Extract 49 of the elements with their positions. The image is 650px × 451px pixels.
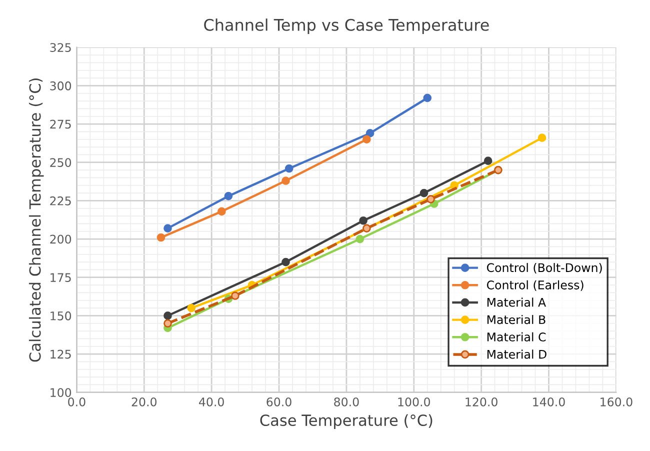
- point: [359, 216, 368, 225]
- x-tick-label: 80.0: [334, 397, 359, 406]
- legend-label: Control (Bolt-Down): [486, 262, 602, 274]
- point: [362, 224, 371, 232]
- point: [484, 156, 492, 165]
- x-tick-label: 60.0: [266, 397, 292, 406]
- legend-label: Control (Earless): [486, 280, 584, 291]
- point: [538, 134, 546, 142]
- y-tick-label: 250: [50, 158, 72, 168]
- y-tick-label: 325: [50, 43, 71, 52]
- x-tick-label: 20.0: [132, 397, 156, 406]
- point: [423, 94, 432, 102]
- y-tick-label: 200: [50, 234, 72, 244]
- point: [356, 234, 364, 244]
- point: [156, 233, 166, 242]
- point: [284, 164, 294, 173]
- x-tick-label: 160.0: [600, 397, 632, 406]
- x-axis-title: Case Temperature (°C): [260, 414, 432, 429]
- y-tick-label: 175: [50, 273, 71, 282]
- chart-title: Channel Temp vs Case Temperature: [204, 18, 489, 34]
- point: [362, 135, 371, 144]
- point: [164, 312, 172, 320]
- point: [426, 194, 435, 204]
- y-tick-label: 125: [50, 350, 71, 359]
- x-tick-label: 120.0: [466, 397, 498, 406]
- x-tick-label: 0.0: [68, 397, 86, 406]
- y-axis-title: Calculated Channel Temperature (°C): [28, 78, 44, 362]
- point: [282, 258, 290, 266]
- point: [224, 192, 233, 200]
- point: [218, 207, 226, 216]
- point: [282, 176, 290, 185]
- legend-label: Material A: [487, 298, 546, 307]
- x-tick-label: 140.0: [533, 397, 565, 406]
- legend-label: Material D: [487, 350, 546, 359]
- point: [231, 292, 240, 300]
- y-tick-label: 225: [50, 196, 71, 206]
- point: [366, 129, 374, 138]
- y-tick-label: 150: [50, 311, 72, 320]
- point: [164, 224, 172, 232]
- point: [164, 319, 172, 328]
- y-tick-label: 275: [50, 120, 71, 129]
- point: [420, 188, 428, 198]
- legend-label: Material B: [487, 314, 546, 324]
- y-tick-label: 100: [50, 388, 72, 398]
- x-tick-label: 100.0: [398, 397, 430, 406]
- point: [187, 304, 196, 312]
- x-tick-label: 40.0: [199, 397, 224, 406]
- legend-label: Material C: [487, 332, 546, 342]
- y-tick-label: 300: [50, 81, 72, 90]
